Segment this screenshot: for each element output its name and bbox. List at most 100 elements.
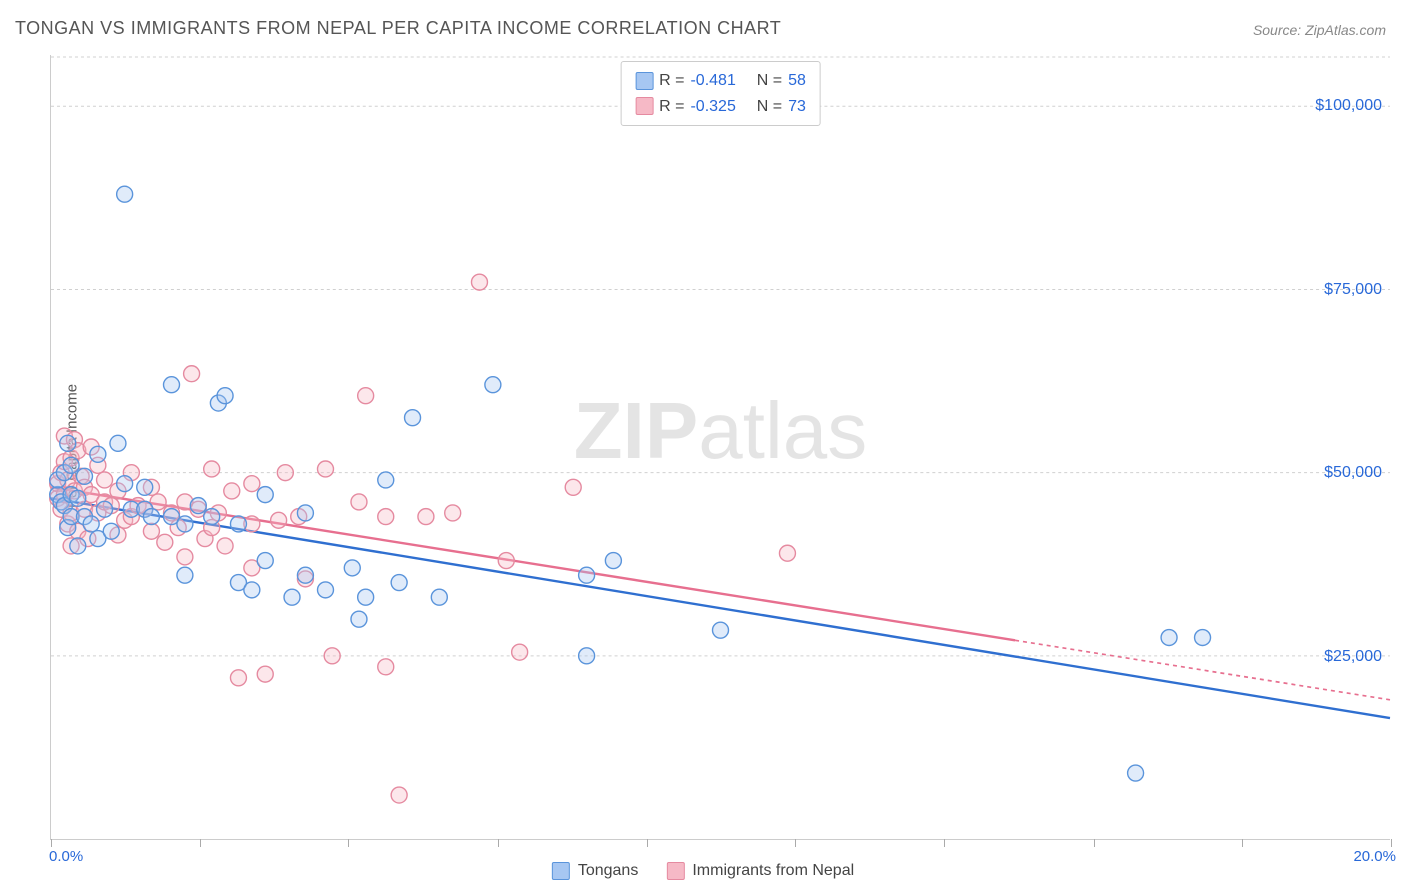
x-tick xyxy=(348,839,349,847)
data-point xyxy=(351,611,367,627)
x-tick xyxy=(944,839,945,847)
data-point xyxy=(1195,630,1211,646)
x-tick xyxy=(1391,839,1392,847)
series-legend: Tongans Immigrants from Nepal xyxy=(552,862,854,880)
r-value-nepal: -0.325 xyxy=(690,94,735,120)
data-point xyxy=(97,501,113,517)
data-point xyxy=(391,575,407,591)
data-point xyxy=(405,410,421,426)
data-point xyxy=(177,549,193,565)
data-point xyxy=(257,487,273,503)
data-point xyxy=(244,582,260,598)
chart-title: TONGAN VS IMMIGRANTS FROM NEPAL PER CAPI… xyxy=(15,18,781,39)
data-point xyxy=(164,377,180,393)
r-value-tongans: -0.481 xyxy=(690,68,735,94)
data-point xyxy=(605,553,621,569)
x-end-label: 20.0% xyxy=(1353,848,1396,865)
chart-container: TONGAN VS IMMIGRANTS FROM NEPAL PER CAPI… xyxy=(0,0,1406,892)
legend-label-tongans: Tongans xyxy=(578,862,639,880)
data-point xyxy=(271,512,287,528)
r-label: R = xyxy=(659,68,684,94)
data-point xyxy=(224,483,240,499)
r-label: R = xyxy=(659,94,684,120)
data-point xyxy=(157,534,173,550)
data-point xyxy=(230,516,246,532)
data-point xyxy=(498,553,514,569)
data-point xyxy=(431,589,447,605)
x-tick xyxy=(647,839,648,847)
data-point xyxy=(177,516,193,532)
y-tick-label: $50,000 xyxy=(1324,464,1382,482)
data-point xyxy=(318,461,334,477)
x-tick xyxy=(1242,839,1243,847)
plot-svg xyxy=(51,55,1390,839)
data-point xyxy=(143,509,159,525)
data-point xyxy=(217,388,233,404)
data-point xyxy=(1161,630,1177,646)
data-point xyxy=(60,435,76,451)
data-point xyxy=(177,567,193,583)
data-point xyxy=(378,509,394,525)
data-point xyxy=(445,505,461,521)
data-point xyxy=(76,468,92,484)
x-tick xyxy=(51,839,52,847)
data-point xyxy=(284,589,300,605)
data-point xyxy=(257,666,273,682)
data-point xyxy=(378,659,394,675)
data-point xyxy=(117,186,133,202)
data-point xyxy=(358,388,374,404)
data-point xyxy=(358,589,374,605)
x-tick xyxy=(498,839,499,847)
swatch-tongans xyxy=(635,72,653,90)
data-point xyxy=(297,505,313,521)
data-point xyxy=(579,648,595,664)
data-point xyxy=(204,509,220,525)
correlation-legend-row-nepal: R = -0.325 N = 73 xyxy=(635,94,806,120)
data-point xyxy=(512,644,528,660)
data-point xyxy=(779,545,795,561)
data-point xyxy=(143,523,159,539)
data-point xyxy=(318,582,334,598)
legend-label-nepal: Immigrants from Nepal xyxy=(692,862,854,880)
swatch-nepal-icon xyxy=(666,862,684,880)
data-point xyxy=(565,479,581,495)
correlation-legend: R = -0.481 N = 58 R = -0.325 N = 73 xyxy=(620,61,821,126)
data-point xyxy=(1128,765,1144,781)
data-point xyxy=(97,472,113,488)
legend-item-nepal: Immigrants from Nepal xyxy=(666,862,854,880)
data-point xyxy=(257,553,273,569)
data-point xyxy=(713,622,729,638)
data-point xyxy=(324,648,340,664)
x-tick xyxy=(200,839,201,847)
data-point xyxy=(137,479,153,495)
data-point xyxy=(297,567,313,583)
source-attribution: Source: ZipAtlas.com xyxy=(1253,22,1386,38)
data-point xyxy=(378,472,394,488)
data-point xyxy=(485,377,501,393)
legend-item-tongans: Tongans xyxy=(552,862,639,880)
y-tick-label: $100,000 xyxy=(1315,97,1382,115)
x-start-label: 0.0% xyxy=(49,848,83,865)
data-point xyxy=(204,461,220,477)
n-label: N = xyxy=(757,68,782,94)
data-point xyxy=(418,509,434,525)
data-point xyxy=(70,490,86,506)
data-point xyxy=(351,494,367,510)
data-point xyxy=(344,560,360,576)
data-point xyxy=(110,435,126,451)
data-point xyxy=(244,476,260,492)
data-point xyxy=(117,476,133,492)
data-point xyxy=(277,465,293,481)
data-point xyxy=(83,516,99,532)
data-point xyxy=(103,523,119,539)
data-point xyxy=(230,670,246,686)
data-point xyxy=(70,538,86,554)
correlation-legend-row-tongans: R = -0.481 N = 58 xyxy=(635,68,806,94)
data-point xyxy=(391,787,407,803)
data-point xyxy=(190,498,206,514)
x-tick xyxy=(795,839,796,847)
data-point xyxy=(471,274,487,290)
y-tick-label: $25,000 xyxy=(1324,648,1382,666)
data-point xyxy=(579,567,595,583)
n-value-nepal: 73 xyxy=(788,94,806,120)
